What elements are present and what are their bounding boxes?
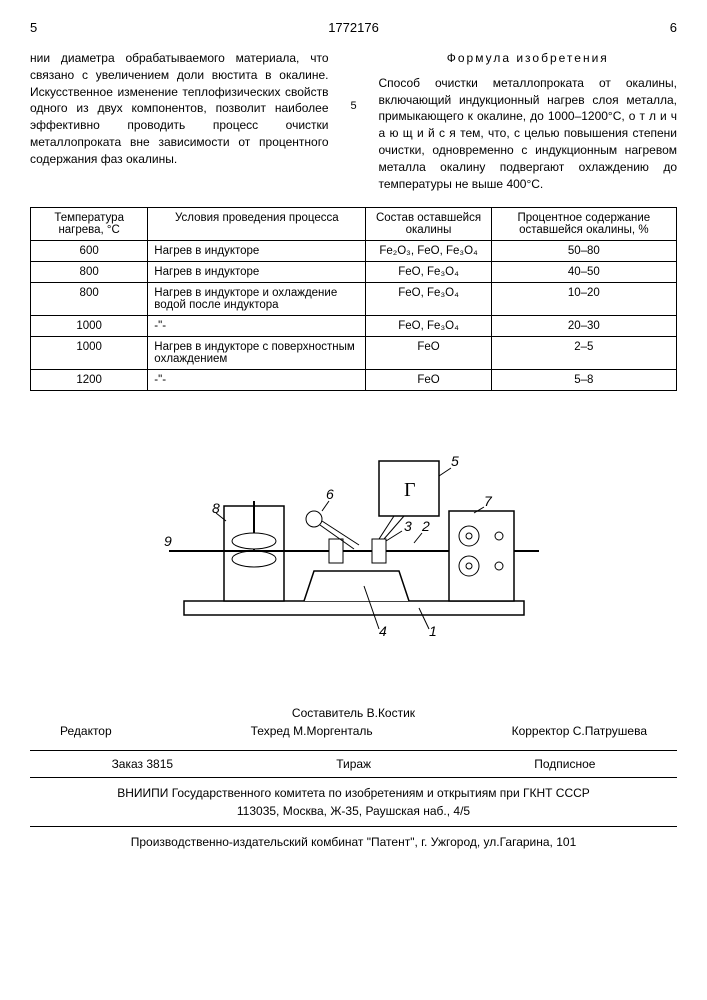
th-pct: Процентное содержание оставшейся окалины… bbox=[491, 208, 676, 241]
imprint-block: ВНИИПИ Государственного комитета по изоб… bbox=[30, 784, 677, 820]
svg-text:6: 6 bbox=[326, 486, 334, 502]
table-row: 600Нагрев в индуктореFe₂O₃, FeO, Fe₃O₄50… bbox=[31, 241, 677, 262]
claim-heading: Формула изобретения bbox=[379, 50, 678, 67]
printer-line: Производственно-издательский комбинат "П… bbox=[30, 835, 677, 849]
subscription: Подписное bbox=[534, 757, 595, 771]
tech-editor: Техред М.Моргенталь bbox=[251, 722, 373, 740]
figure-svg: Г 6 5 3 2 8 9 7 4 1 bbox=[154, 431, 554, 641]
print-run: Тираж bbox=[336, 757, 371, 771]
editor: Редактор bbox=[60, 722, 112, 740]
imprint-org: ВНИИПИ Государственного комитета по изоб… bbox=[30, 784, 677, 802]
editorial-block: Составитель В.Костик Редактор Техред М.М… bbox=[30, 704, 677, 740]
box-label: Г bbox=[404, 479, 416, 501]
svg-text:4: 4 bbox=[379, 623, 387, 639]
left-column-text: нии диаметра обрабатываемого материала, … bbox=[30, 50, 329, 192]
th-comp: Состав оставшейся окалины bbox=[366, 208, 491, 241]
table-row: 1000-"-FeO, Fe₃O₄20–30 bbox=[31, 316, 677, 337]
corrector: Корректор С.Патрушева bbox=[512, 722, 647, 740]
claim-text: Способ очистки металлопроката от окалины… bbox=[379, 75, 678, 193]
svg-text:3: 3 bbox=[404, 518, 412, 534]
divider bbox=[30, 826, 677, 827]
table-row: 800Нагрев в индуктореFeO, Fe₃O₄40–50 bbox=[31, 262, 677, 283]
svg-text:9: 9 bbox=[164, 533, 172, 549]
apparatus-figure: Г 6 5 3 2 8 9 7 4 1 bbox=[30, 431, 677, 644]
line-number: 5 bbox=[349, 50, 359, 192]
page-num-right: 6 bbox=[670, 20, 677, 35]
table-row: 800Нагрев в индукторе и охлаждение водой… bbox=[31, 283, 677, 316]
page-header: 5 1772176 6 bbox=[30, 20, 677, 35]
svg-text:7: 7 bbox=[484, 493, 493, 509]
compiler: Составитель В.Костик bbox=[30, 704, 677, 722]
doc-number: 1772176 bbox=[328, 20, 379, 35]
results-table: Температура нагрева, °С Условия проведен… bbox=[30, 207, 677, 391]
th-temp: Температура нагрева, °С bbox=[31, 208, 148, 241]
order-line: Заказ 3815 Тираж Подписное bbox=[30, 757, 677, 771]
page-num-left: 5 bbox=[30, 20, 37, 35]
svg-text:2: 2 bbox=[421, 518, 430, 534]
imprint-addr: 113035, Москва, Ж-35, Раушская наб., 4/5 bbox=[30, 802, 677, 820]
divider bbox=[30, 777, 677, 778]
order-number: Заказ 3815 bbox=[112, 757, 174, 771]
divider bbox=[30, 750, 677, 751]
th-cond: Условия проведения процесса bbox=[148, 208, 366, 241]
svg-text:5: 5 bbox=[451, 453, 459, 469]
right-column: Формула изобретения Способ очистки метал… bbox=[379, 50, 678, 192]
table-row: 1200-"-FeO5–8 bbox=[31, 370, 677, 391]
table-row: 1000Нагрев в индукторе с поверхностным о… bbox=[31, 337, 677, 370]
svg-text:1: 1 bbox=[429, 623, 437, 639]
